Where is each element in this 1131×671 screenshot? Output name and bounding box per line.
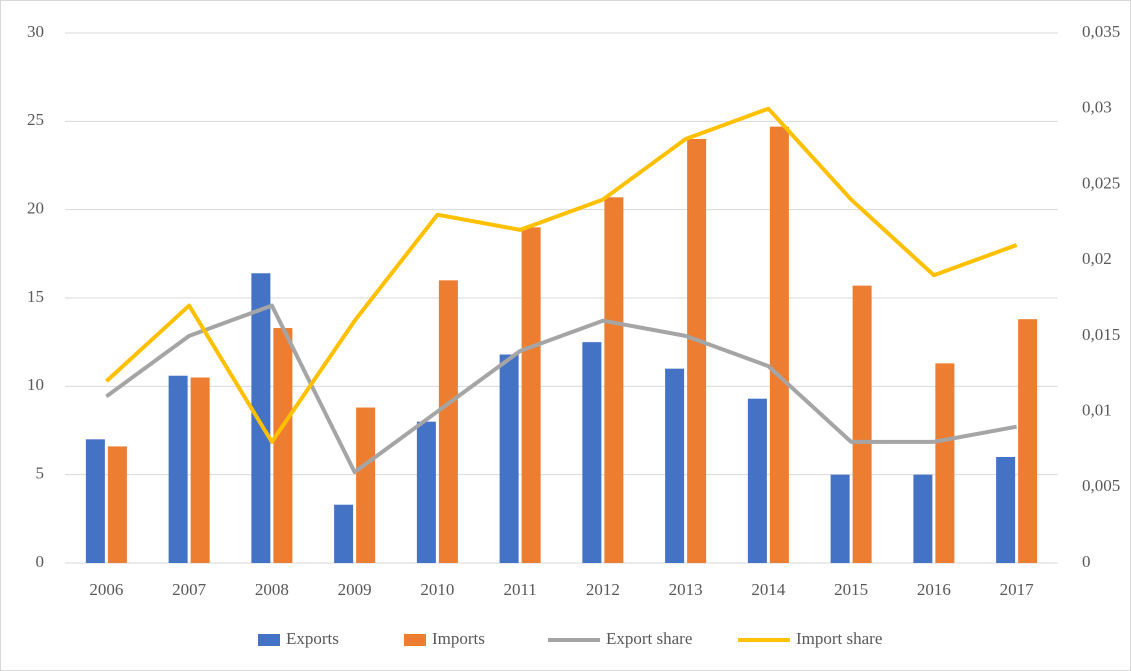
bar	[273, 328, 293, 563]
x-tick-label: 2010	[420, 580, 454, 599]
legend-label: Exports	[286, 629, 339, 648]
y2-tick-label: 0,01	[1082, 400, 1112, 419]
y2-tick-label: 0,035	[1082, 22, 1120, 41]
x-tick-label: 2012	[586, 580, 620, 599]
bar	[168, 375, 188, 563]
legend-label: Imports	[432, 629, 485, 648]
x-tick-label: 2009	[338, 580, 372, 599]
y-tick-label: 30	[27, 22, 44, 41]
bar	[830, 474, 850, 563]
y2-tick-label: 0,03	[1082, 98, 1112, 117]
bar	[996, 457, 1016, 563]
bar	[665, 368, 685, 563]
bar	[190, 377, 210, 563]
y-tick-label: 25	[27, 110, 44, 129]
bar	[251, 273, 271, 563]
bar	[416, 421, 436, 563]
bar	[687, 139, 707, 563]
bar	[582, 342, 602, 563]
bar	[356, 407, 376, 563]
y2-tick-label: 0,015	[1082, 325, 1120, 344]
bar	[334, 504, 354, 563]
line	[105, 303, 1017, 475]
x-tick-label: 2015	[834, 580, 868, 599]
bar	[521, 227, 541, 564]
bar	[913, 474, 933, 563]
x-tick-label: 2007	[172, 580, 207, 599]
y-tick-label: 10	[27, 375, 44, 394]
bar	[747, 398, 767, 563]
bar	[1018, 319, 1038, 563]
y2-tick-label: 0	[1082, 552, 1091, 571]
legend-swatch	[404, 634, 426, 646]
y2-tick-label: 0,02	[1082, 249, 1112, 268]
x-tick-label: 2008	[255, 580, 289, 599]
legend-label: Export share	[606, 629, 692, 648]
x-tick-label: 2017	[1000, 580, 1035, 599]
bar	[85, 439, 105, 563]
bar	[438, 280, 458, 563]
x-tick-label: 2016	[917, 580, 951, 599]
legend-label: Import share	[796, 629, 882, 648]
x-tick-label: 2013	[669, 580, 703, 599]
y-tick-label: 20	[27, 199, 44, 218]
x-tick-label: 2014	[751, 580, 786, 599]
x-tick-label: 2011	[503, 580, 536, 599]
bar	[499, 354, 519, 563]
legend-swatch	[258, 634, 280, 646]
bar	[852, 285, 872, 563]
bar	[935, 363, 955, 563]
bar	[769, 126, 789, 563]
x-tick-label: 2006	[89, 580, 123, 599]
y-tick-label: 15	[27, 287, 44, 306]
y2-tick-label: 0,025	[1082, 173, 1120, 192]
y2-tick-label: 0,005	[1082, 476, 1120, 495]
line	[105, 106, 1018, 444]
y-tick-label: 0	[36, 552, 45, 571]
bar	[107, 446, 127, 563]
y-tick-label: 5	[36, 464, 45, 483]
bar	[604, 197, 624, 564]
